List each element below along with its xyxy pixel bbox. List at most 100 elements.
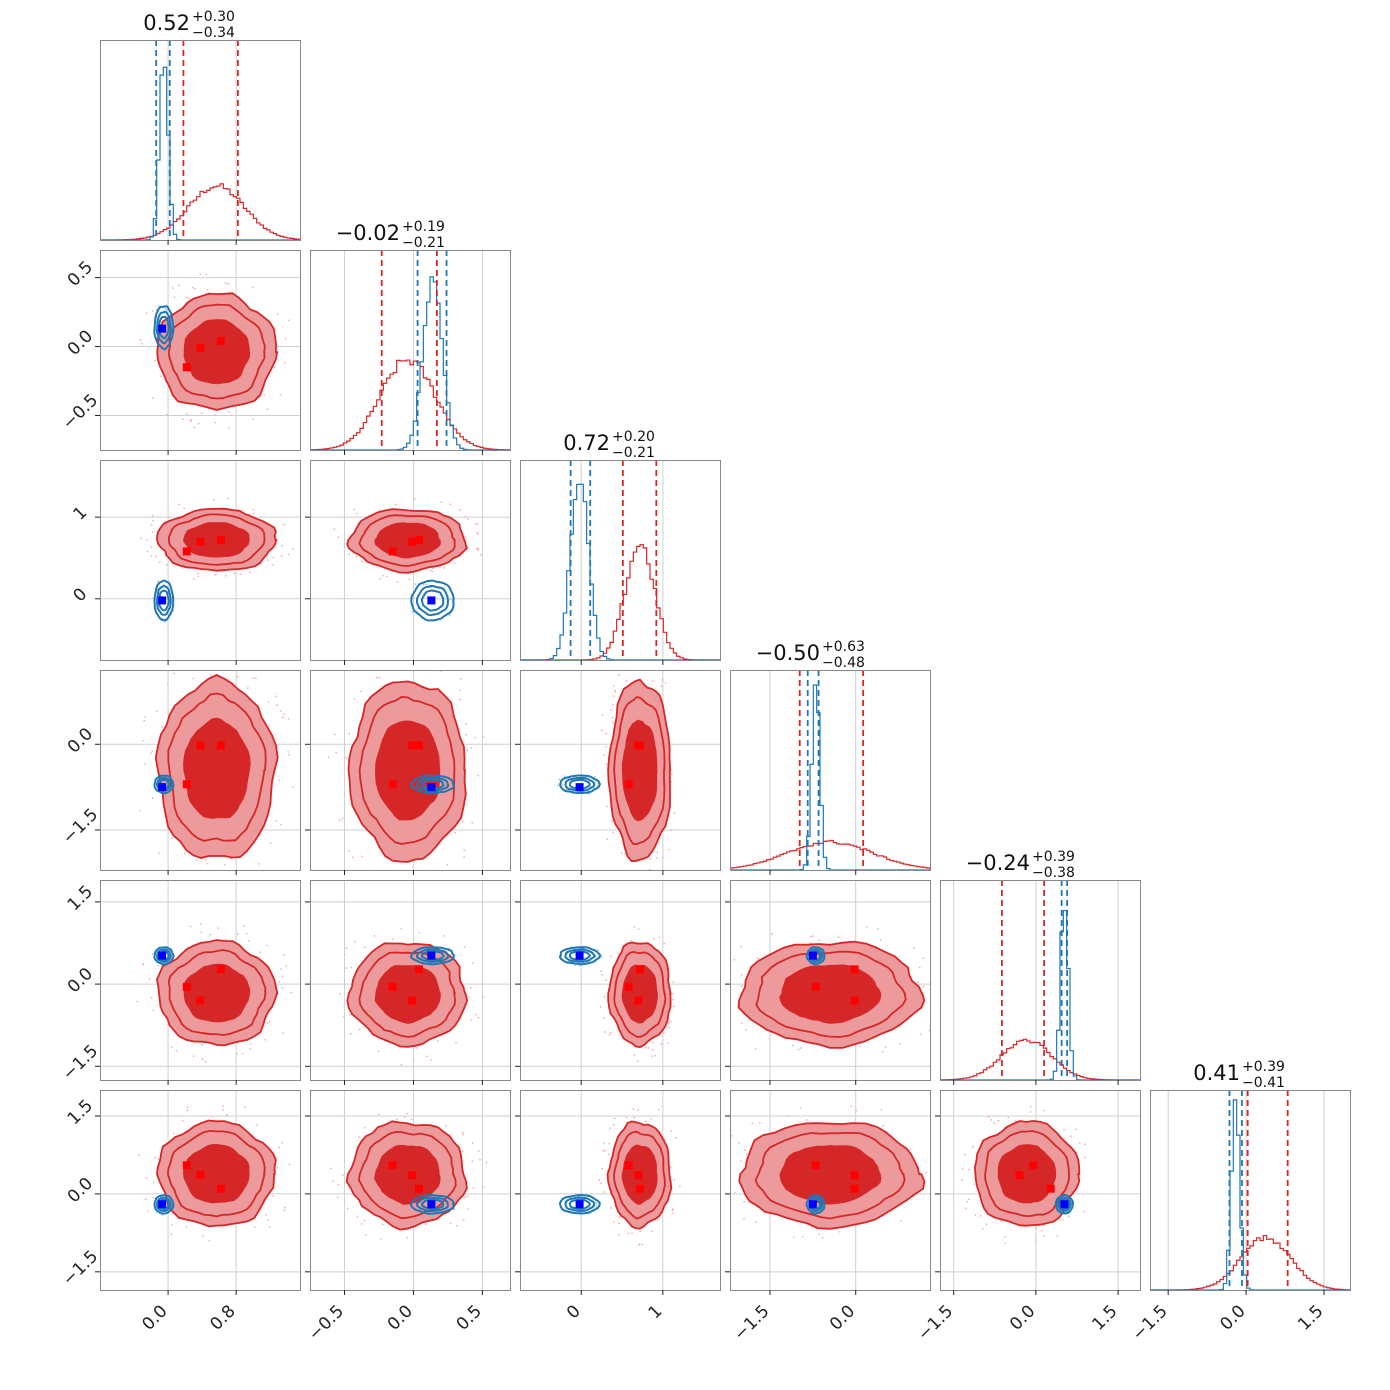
sample-point [961, 1179, 964, 1181]
blue-contour [410, 1194, 455, 1215]
blue-contour [155, 948, 172, 964]
axes-frame [100, 1090, 301, 1291]
sample-point [556, 784, 559, 787]
sample-point [985, 1223, 988, 1226]
sample-point [247, 940, 250, 942]
sample-point [447, 875, 449, 877]
sample-point [477, 547, 480, 550]
axes-frame [100, 40, 301, 241]
sample-point [157, 580, 160, 583]
sample-point [411, 611, 414, 613]
sample-point [601, 714, 604, 717]
sample-point [381, 1223, 384, 1226]
sample-point [284, 1206, 286, 1209]
sample-point [364, 1234, 367, 1237]
y-tick-label: 1.5 [64, 1096, 97, 1129]
red-marker [182, 982, 191, 991]
sample-point [175, 1049, 178, 1052]
sample-point [623, 853, 626, 855]
sample-point [821, 1236, 824, 1239]
sample-point [281, 987, 284, 990]
sample-point [740, 974, 743, 976]
sample-point [967, 1198, 970, 1201]
sample-point [964, 1207, 967, 1210]
sample-point [188, 297, 191, 300]
sample-point [598, 1179, 601, 1181]
sample-point [157, 1158, 159, 1161]
sample-point [378, 676, 381, 679]
x-tick-label: 1.5 [1088, 1301, 1121, 1334]
sample-point [341, 1174, 344, 1177]
sample-point [287, 319, 290, 322]
sample-point [726, 970, 728, 972]
sample-point [201, 1044, 203, 1046]
y-tick-label: −1.5 [59, 805, 102, 848]
sample-point [1004, 1235, 1006, 1238]
sample-point [647, 1047, 650, 1049]
sample-point [350, 966, 353, 969]
blue-contour [558, 946, 602, 966]
sample-point [217, 927, 220, 930]
sample-point [605, 979, 607, 982]
blue-contour [155, 776, 172, 792]
sample-point [758, 1121, 761, 1124]
sample-point [881, 1050, 884, 1053]
sample-point [595, 1202, 597, 1205]
sample-point [612, 1221, 615, 1223]
sample-point [799, 1047, 802, 1050]
sample-point [658, 1108, 660, 1111]
sample-point [670, 781, 673, 783]
sample-point [185, 413, 188, 415]
sample-point [172, 1132, 175, 1135]
sample-point [1084, 1143, 1087, 1146]
sample-point [224, 938, 227, 941]
sample-point [718, 1204, 720, 1206]
sample-point [420, 875, 422, 877]
sample-point [358, 1136, 360, 1139]
sample-point [611, 716, 614, 719]
panel-2d-4-0: −1.5 0.0 1.5 [59, 880, 301, 1085]
axes-frame [520, 880, 721, 1081]
sample-point [416, 1047, 418, 1049]
blue-marker [427, 783, 436, 792]
sample-point [186, 296, 188, 299]
sample-point [471, 962, 474, 965]
sample-point [351, 856, 354, 859]
param-title-minus: −0.38 [1032, 865, 1075, 881]
sample-point [200, 931, 203, 934]
sample-point [612, 721, 614, 724]
sample-point [609, 1127, 612, 1130]
sample-point [604, 1031, 607, 1033]
y-tick-label: −0.5 [59, 390, 102, 433]
param-title-plus: +0.30 [192, 9, 235, 25]
sample-point [150, 554, 153, 557]
red-marker [388, 780, 397, 789]
sample-point [619, 661, 621, 663]
sample-point [657, 1219, 659, 1221]
sample-point [148, 978, 151, 980]
red-contour-inner [621, 964, 658, 1024]
sample-point [333, 528, 336, 531]
sample-point [201, 1058, 204, 1060]
red-marker [414, 965, 423, 974]
sample-point [466, 749, 469, 752]
sample-point [461, 820, 464, 823]
blue-contour [416, 584, 450, 617]
sample-point [394, 503, 397, 506]
red-marker [1029, 1161, 1038, 1170]
panel-2d-4-3 [725, 880, 931, 1085]
sample-point [333, 733, 336, 736]
sample-point [283, 523, 286, 526]
red-histogram [520, 544, 720, 660]
sample-point [745, 1153, 748, 1156]
red-marker [182, 780, 191, 789]
blue-contour [153, 774, 175, 795]
blue-contour [1054, 1193, 1075, 1215]
sample-point [186, 1106, 189, 1109]
sample-point [360, 855, 363, 858]
sample-point [482, 1185, 485, 1188]
sample-point [726, 981, 728, 983]
sample-point [612, 1123, 615, 1126]
red-marker [850, 1171, 859, 1180]
